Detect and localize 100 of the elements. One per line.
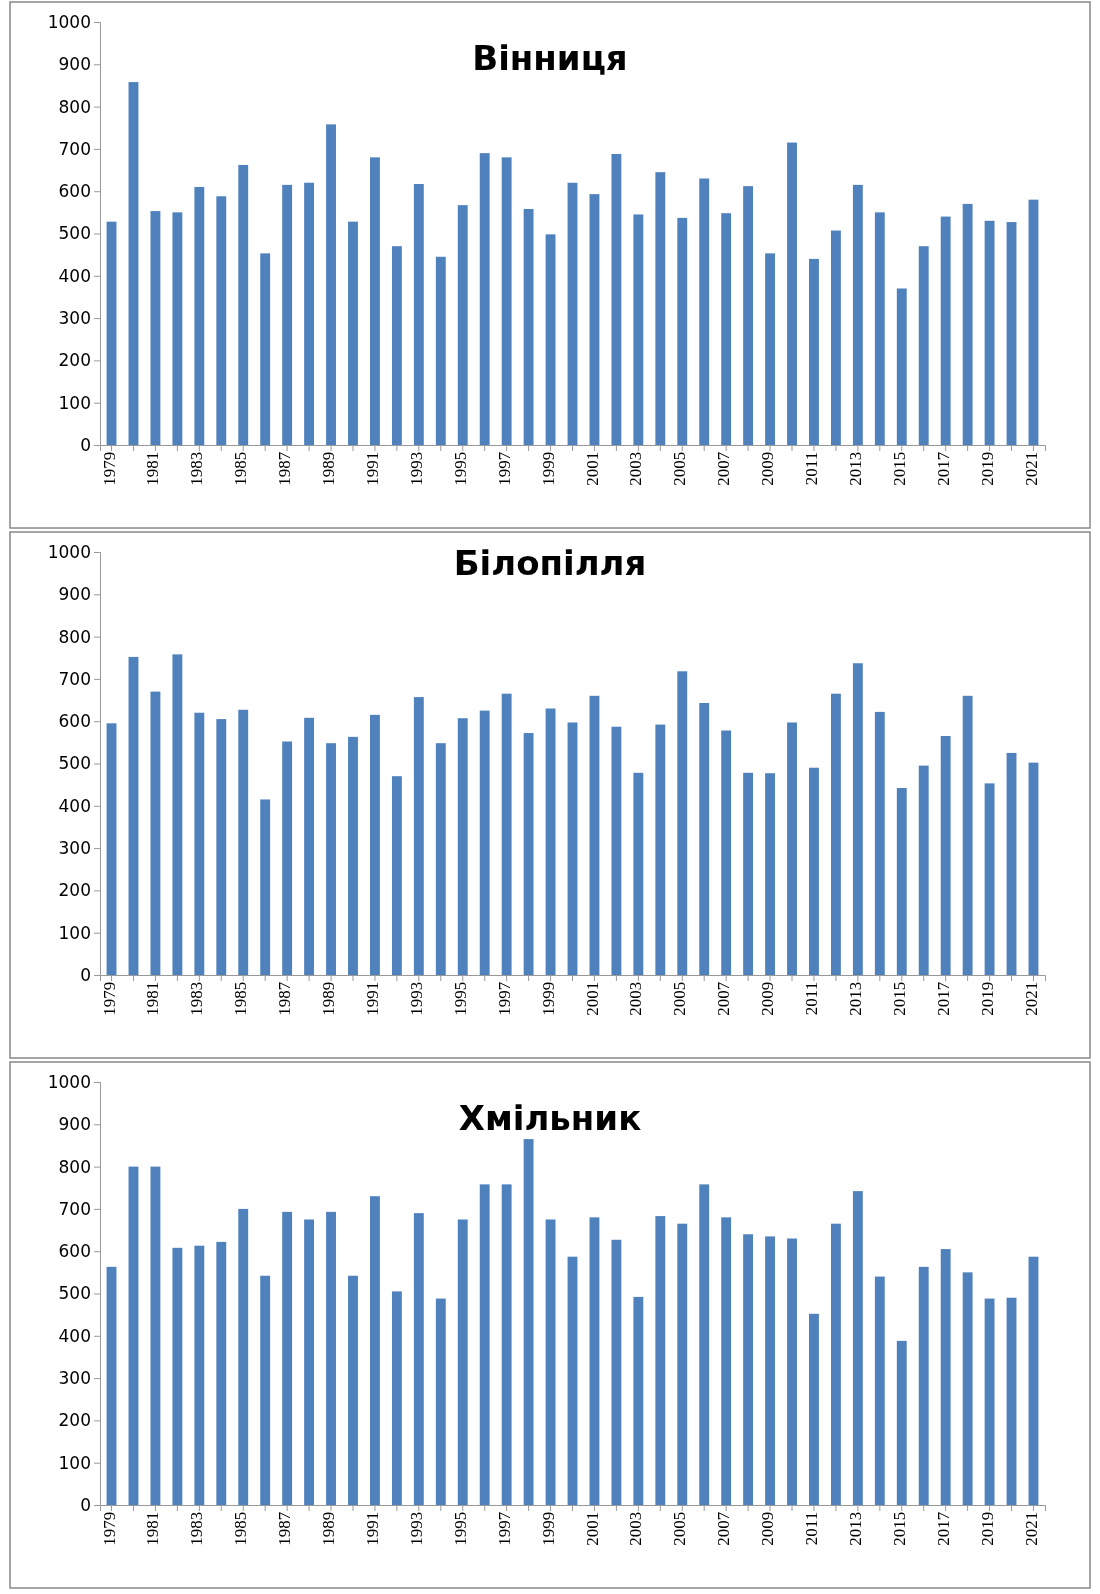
bar [457, 718, 468, 975]
x-tick-label: 1983 [187, 1511, 207, 1546]
bar [589, 1217, 600, 1505]
y-tick-label: 700 [58, 138, 91, 159]
x-tick-label: 2003 [626, 1511, 646, 1546]
x-tick-label: 2011 [802, 1511, 822, 1546]
y-tick-label: 700 [58, 668, 91, 689]
bar [216, 196, 227, 445]
bar [1006, 1297, 1017, 1505]
x-tick-label: 1993 [406, 451, 426, 486]
bar [435, 743, 446, 975]
y-tick-label: 300 [58, 838, 91, 859]
x-tick-label: 2009 [758, 1511, 778, 1546]
bar [874, 212, 885, 445]
bar [765, 253, 775, 445]
bar [721, 730, 732, 975]
y-tick-label: 100 [58, 1452, 91, 1473]
bar [567, 722, 578, 975]
bar [787, 1238, 797, 1505]
bar [743, 1234, 754, 1505]
x-tick-label: 1991 [362, 981, 382, 1016]
bar [1028, 199, 1039, 445]
bar [435, 256, 446, 445]
bar [216, 1241, 227, 1505]
x-tick-label: 2007 [714, 1511, 734, 1546]
bar [216, 719, 227, 975]
bar [567, 1256, 578, 1505]
bar [962, 203, 973, 445]
y-tick-label: 400 [58, 795, 91, 816]
bar [765, 1236, 775, 1505]
bar [655, 172, 666, 445]
x-tick-label: 1987 [275, 981, 295, 1016]
bar [523, 1139, 534, 1505]
bar [501, 1184, 512, 1505]
bar [743, 186, 754, 445]
bar [830, 230, 841, 445]
x-tick-label: 1979 [99, 1511, 119, 1546]
bar [150, 1166, 161, 1505]
bar [194, 712, 205, 975]
bar [128, 82, 139, 445]
y-tick-label: 100 [58, 922, 91, 943]
bar [699, 1184, 710, 1505]
x-tick-label: 1989 [319, 1511, 339, 1546]
bar [194, 1245, 205, 1505]
bar [1006, 222, 1017, 445]
bar [435, 1298, 446, 1505]
x-tick-label: 1983 [187, 451, 207, 486]
bar [940, 216, 951, 445]
bar [721, 1217, 732, 1505]
bar [413, 1213, 424, 1505]
bar [260, 799, 271, 975]
x-tick-label: 1997 [494, 1511, 514, 1546]
bar [150, 691, 161, 975]
bar [260, 1275, 271, 1505]
bar [391, 776, 402, 975]
bar [370, 157, 380, 445]
bar [150, 211, 161, 445]
bar [896, 288, 907, 445]
bar [128, 1166, 139, 1505]
y-tick-label: 200 [58, 1410, 91, 1431]
x-tick-label: 2009 [758, 451, 778, 486]
y-tick-label: 500 [58, 753, 91, 774]
bar [721, 213, 732, 445]
x-tick-label: 1991 [362, 451, 382, 486]
x-tick-label: 1981 [143, 451, 163, 486]
bar [1028, 762, 1039, 975]
y-tick-label: 1000 [47, 1071, 91, 1092]
bar [962, 1272, 973, 1505]
x-tick-label: 1987 [275, 1511, 295, 1546]
bar [326, 743, 336, 975]
bar [918, 1266, 929, 1505]
bar [238, 164, 249, 445]
y-tick-label: 300 [58, 308, 91, 329]
x-tick-label: 2013 [845, 981, 865, 1016]
y-tick-label: 900 [58, 1114, 91, 1135]
bar [743, 772, 754, 975]
x-tick-label: 2017 [933, 981, 953, 1016]
x-tick-label: 1991 [362, 1511, 382, 1546]
bar [589, 194, 600, 445]
bar [457, 205, 468, 445]
y-tick-label: 400 [58, 265, 91, 286]
x-tick-label: 1985 [231, 1511, 251, 1546]
bar [545, 234, 556, 445]
bar [611, 153, 622, 445]
bar [282, 741, 293, 975]
y-tick-label: 400 [58, 1325, 91, 1346]
y-tick-label: 200 [58, 880, 91, 901]
chart-title: Білопілля [453, 543, 647, 583]
bar [633, 214, 644, 445]
x-tick-label: 1983 [187, 981, 207, 1016]
x-tick-label: 2019 [977, 981, 997, 1016]
bar [655, 724, 666, 975]
bar [765, 773, 775, 975]
bar [238, 1208, 249, 1505]
x-tick-label: 1995 [450, 1511, 470, 1546]
x-tick-label: 2003 [626, 981, 646, 1016]
bar [699, 178, 710, 445]
bar [677, 671, 688, 975]
bar [874, 1276, 885, 1505]
bar [896, 1340, 907, 1505]
